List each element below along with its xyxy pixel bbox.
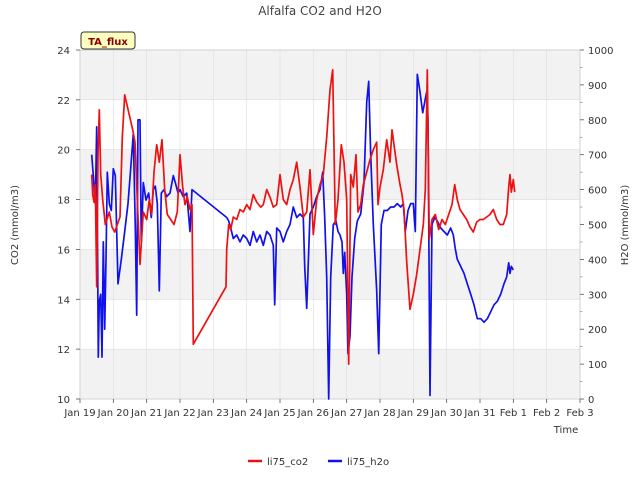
tick-label-x: Jan 21 [130,408,162,419]
tick-label-left: 24 [57,46,70,57]
tick-label-left: 10 [57,395,70,406]
tick-label-x: Feb 3 [566,408,593,419]
left-axis: 10 12 14 16 18 20 22 24 [57,46,80,406]
x-axis-label: Time [553,425,578,436]
tick-label-x: Jan 29 [397,408,429,419]
series-layer [90,69,516,400]
ta-flux-badge: TA_flux [80,31,136,50]
tick-label-x: Jan 19 [63,408,95,419]
y-axis-left-label: CO2 (mmol/m3) [10,185,21,265]
tick-label-x: Feb 2 [533,408,560,419]
x-axis: Jan 19 Jan 20 Jan 21 Jan 22 Jan 23 Jan 24 Jan … [63,399,594,419]
series-line-li75_h2o [90,73,515,400]
tick-label-x: Jan 28 [363,408,395,419]
tick-label-right: 500 [588,221,607,232]
tick-label-left: 14 [57,295,70,306]
tick-label-x: Jan 30 [430,408,462,419]
tick-label-x: Jan 31 [463,408,495,419]
tick-label-left: 12 [57,345,70,356]
tick-label-x: Jan 25 [263,408,295,419]
tick-label-right: 1000 [588,46,613,57]
tick-label-x: Feb 1 [500,408,527,419]
tick-label-right: 900 [588,81,607,92]
chart-title: Alfalfa CO2 and H2O [258,4,382,18]
tick-label-right: 100 [588,360,607,371]
tick-label-x: Jan 26 [297,408,329,419]
tick-label-x: Jan 20 [97,408,129,419]
tick-label-left: 22 [57,96,70,107]
tick-label-left: 18 [57,196,70,207]
tick-label-x: Jan 24 [230,408,262,419]
tick-label-x: Jan 27 [330,408,362,419]
tick-label-right: 400 [588,255,607,266]
legend: li75_co2 li75_h2o [248,457,389,468]
tick-label-x: Jan 22 [163,408,195,419]
tick-label-x: Jan 23 [197,408,229,419]
y-axis-right-label: H2O (mmol/m3) [620,185,631,266]
badge-box [80,31,136,50]
legend-label-h2o: li75_h2o [347,457,389,468]
tick-label-right: 800 [588,116,607,127]
tick-label-right: 0 [588,395,594,406]
tick-label-left: 16 [57,245,70,256]
legend-label-co2: li75_co2 [267,457,308,468]
right-axis: 0 100 200 300 400 500 600 700 800 900 1000 [580,46,613,406]
tick-label-right: 600 [588,186,607,197]
badge-label: TA_flux [88,37,128,48]
tick-label-right: 200 [588,325,607,336]
tick-label-right: 300 [588,290,607,301]
series-line-li75_co2 [90,69,516,365]
tick-label-left: 20 [57,146,70,157]
tick-label-right: 700 [588,151,607,162]
